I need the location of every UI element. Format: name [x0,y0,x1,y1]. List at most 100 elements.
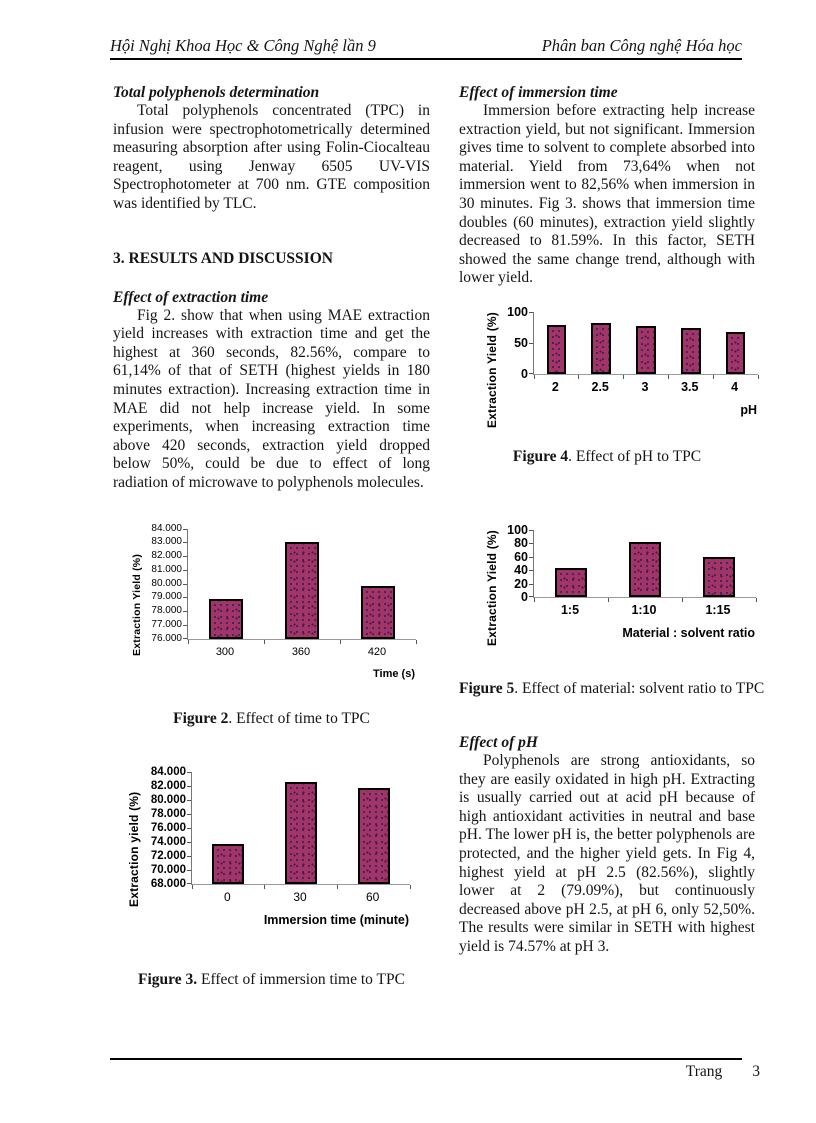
header-left-title: Hội Nghị Khoa Học & Công Nghệ lần 9 [110,36,376,55]
y-tick-label: 83.000 [151,536,182,548]
heading-effect-of-ph: Effect of pH [459,734,538,751]
plot-area [183,528,417,644]
plot-area [187,771,411,889]
y-tick-label: 40 [514,563,528,578]
x-tick-label: 3.5 [681,379,699,394]
y-tick-label: 81.000 [151,563,182,575]
x-tick-mark [339,639,341,644]
y-tick-mark [187,799,191,801]
page-number: 3 [752,1063,760,1080]
x-tick-mark [667,374,669,379]
right-column: Effect of immersion time Immersion befor… [459,80,764,957]
x-tick-mark [336,884,338,889]
bar-1:10 [628,541,662,597]
x-tick-label: 3 [641,379,649,394]
y-tick-label: 79.000 [151,591,182,603]
bar-420 [361,586,395,639]
y-tick-label: 77.000 [151,618,182,630]
y-tick-label: 80.000 [151,577,182,589]
x-tick-label: 60 [366,889,380,904]
page-footer: Trang 3 [110,1058,760,1081]
figure2-caption: Figure 2. Effect of time to TPC [113,710,430,728]
y-tick-label: 78.000 [151,605,182,616]
y-tick-label: 0 [521,366,528,381]
plot-area [529,529,757,602]
x-tick-mark [712,374,714,379]
figure4-caption: Figure 4. Effect of pH to TPC [459,448,755,466]
bar-60 [357,788,390,884]
x-tick-mark [533,597,535,602]
y-axis-title: Extraction Yield (%) [131,552,143,656]
y-tick-label: 78.000 [150,807,186,820]
heading-immersion-time: Effect of immersion time [459,84,618,101]
y-tick-mark [529,372,533,374]
y-tick-label: 76.000 [151,632,182,644]
y-tick-mark [183,569,187,571]
y-tick-label: 100 [507,522,528,537]
y-tick-label: 70.000 [150,863,186,876]
figure2-label: Figure 2 [173,709,229,727]
y-tick-mark [529,311,533,313]
figure3-caption: Figure 3. Effect of immersion time to TP… [113,971,430,989]
figure5-caption-text: . Effect of material: solvent ratio to T… [514,680,765,697]
y-tick-mark [187,771,191,773]
x-tick-mark [757,374,759,379]
plot-area [529,311,759,379]
y-tick-label: 0 [521,589,528,604]
y-tick-label: 20 [514,576,528,591]
x-tick-label: 4 [731,379,739,394]
bar-3.5 [680,328,701,374]
y-tick-mark [183,528,187,530]
y-tick-label: 74.000 [150,835,186,848]
y-tick-mark [187,882,191,884]
x-tick-mark [755,597,757,602]
y-tick-mark [183,611,187,612]
heading-results-discussion: 3. RESULTS AND DISCUSSION [113,249,333,267]
paragraph-total-polyphenols: Total polyphenols concentrated (TPC) in … [113,102,430,212]
y-tick-mark [183,597,187,599]
y-tick-mark [529,583,533,585]
x-axis-title: Material : solvent ratio [622,625,755,640]
y-tick-mark [529,342,533,344]
y-tick-label: 68.000 [150,877,186,890]
y-tick-mark [183,637,187,639]
figure4-caption-text: . Effect of pH to TPC [568,447,702,465]
x-tick-label: 1:15 [705,602,731,617]
bar-30 [285,781,317,884]
heading-extraction-time: Effect of extraction time [113,288,269,306]
y-tick-label: 60 [514,549,528,564]
x-tick-label: 1:5 [560,602,580,617]
x-tick-mark [263,639,265,644]
y-tick-label: 76.000 [150,821,186,834]
figure5-caption: Figure 5. Effect of material: solvent ra… [459,680,764,698]
x-tick-label: 30 [293,889,307,904]
y-tick-mark [187,813,191,815]
y-tick-mark [183,556,187,557]
x-tick-label: 420 [367,645,387,658]
y-tick-mark [187,841,191,843]
y-tick-mark [187,869,191,871]
x-tick-mark [191,884,193,889]
left-column: Total polyphenols determination Total po… [113,80,430,989]
y-tick-mark [183,624,187,626]
x-tick-label: 360 [291,645,311,658]
figure3-label: Figure 3. [138,970,198,988]
x-tick-mark [187,639,189,644]
paragraph-immersion-time: Immersion before extracting help increas… [459,102,755,287]
bar-1:15 [702,556,736,597]
y-tick-mark [187,855,191,857]
y-tick-mark [529,543,533,545]
y-tick-label: 84.000 [150,765,186,778]
y-tick-label: 80 [514,536,528,551]
bar-360 [285,542,319,639]
y-tick-label: 50 [514,335,528,350]
figure3-caption-text: Effect of immersion time to TPC [197,970,405,988]
y-tick-label: 82.000 [151,550,182,561]
paragraph-extraction-time: Fig 2. show that when using MAE extracti… [113,306,430,491]
bar-0 [212,844,245,884]
bar-4 [725,331,746,374]
figure4-label: Figure 4 [512,447,569,465]
y-tick-mark [187,785,191,787]
y-tick-label: 82.000 [150,779,186,792]
y-axis-title: Extraction Yield (%) [485,311,499,428]
